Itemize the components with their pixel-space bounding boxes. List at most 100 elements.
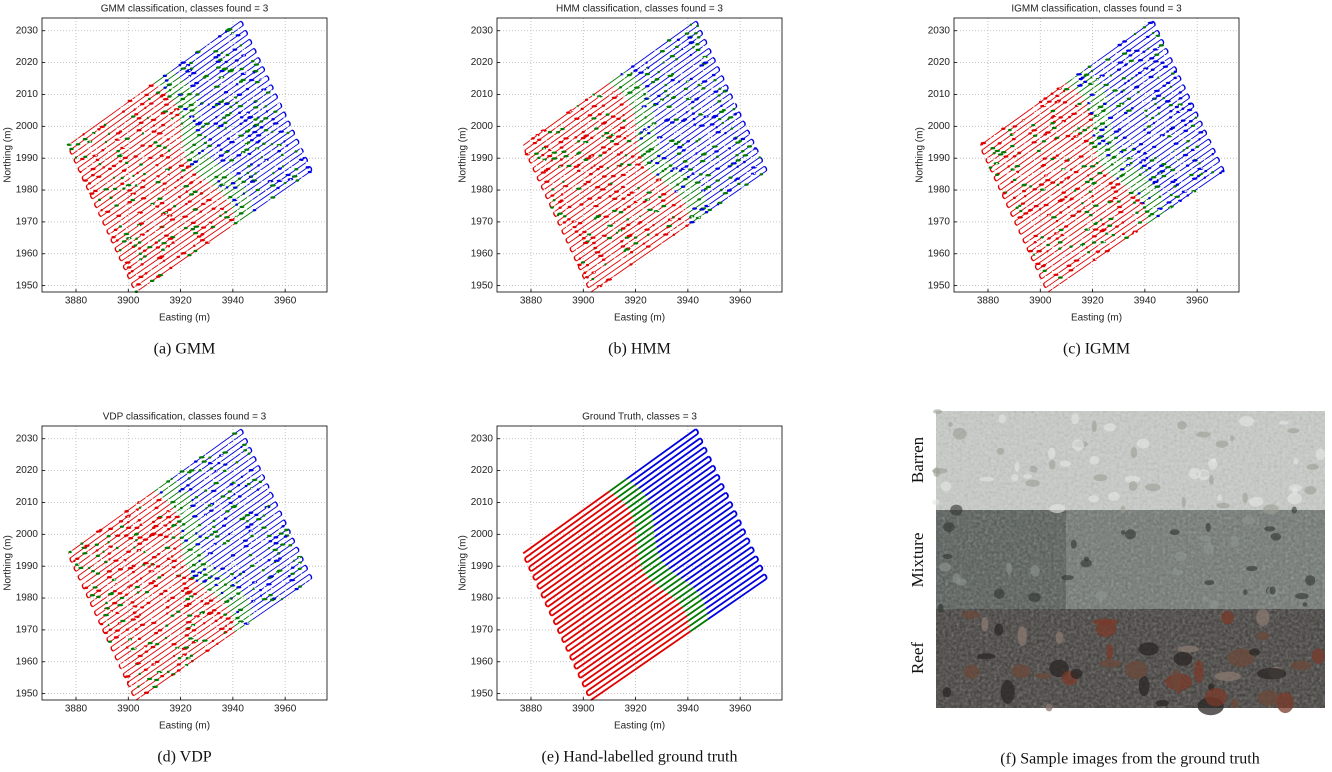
track-gap [1080, 198, 1082, 199]
class-speckle [1123, 137, 1127, 139]
track-gap [302, 153, 304, 154]
class-speckle [120, 620, 126, 622]
texture-blob [997, 448, 1004, 455]
class-speckle [181, 252, 187, 254]
texture-blob [932, 468, 947, 474]
class-speckle [562, 181, 564, 183]
class-speckle [1130, 197, 1135, 199]
class-speckle [167, 138, 170, 140]
track-gap [138, 225, 140, 226]
track-gap [271, 90, 273, 91]
track-gap [246, 210, 248, 211]
class-speckle [184, 539, 188, 541]
track-gap [1167, 191, 1169, 192]
class-speckle [665, 119, 670, 121]
track-gap [243, 110, 245, 111]
track-segment [609, 479, 626, 491]
track-turn [1003, 194, 1005, 198]
class-speckle [212, 106, 216, 108]
class-speckle [645, 73, 650, 75]
track-gap [1117, 89, 1119, 90]
track-gap [1094, 111, 1096, 112]
track-gap [625, 173, 627, 174]
x-tick-label: 3940 [222, 704, 245, 715]
track-gap [190, 597, 192, 598]
track-gap [1091, 203, 1093, 204]
track-gap [255, 558, 257, 559]
caption: (b) HMM [608, 341, 671, 358]
track-turn [128, 274, 130, 278]
track-gap [230, 155, 232, 156]
track-segment [625, 492, 642, 504]
track-gap [1093, 123, 1095, 124]
class-speckle [159, 593, 163, 595]
class-speckle [237, 484, 240, 486]
track-segment [630, 500, 647, 512]
class-speckle [228, 490, 232, 492]
track-gap [1005, 162, 1007, 163]
class-speckle [292, 175, 298, 177]
class-speckle [190, 505, 196, 507]
class-speckle [153, 585, 158, 587]
track-gap [242, 597, 244, 598]
class-speckle [190, 163, 194, 165]
track-gap [1151, 137, 1153, 138]
class-speckle [584, 159, 589, 161]
track-gap [160, 115, 162, 116]
track-gap [157, 129, 159, 130]
x-tick-label: 3960 [729, 704, 752, 715]
track-gap [719, 161, 721, 162]
class-speckle [104, 561, 107, 563]
class-speckle [560, 158, 563, 160]
track-gap [177, 558, 179, 559]
y-tick-label: 2010 [928, 89, 951, 100]
class-speckle [107, 541, 109, 543]
track-segment [107, 577, 193, 637]
class-speckle [601, 122, 606, 124]
class-speckle [113, 177, 115, 179]
track-gap [1053, 170, 1055, 171]
class-speckle [584, 242, 586, 244]
class-speckle [170, 501, 175, 503]
track-turn [305, 157, 307, 162]
class-speckle [634, 236, 637, 238]
track-gap [1158, 179, 1160, 180]
track-gap [709, 138, 711, 139]
track-gap [574, 221, 576, 222]
track-gap [1048, 215, 1050, 216]
class-speckle [234, 577, 236, 579]
class-speckle [191, 577, 195, 579]
track-gap [155, 231, 157, 232]
track-gap [1104, 157, 1106, 158]
track-gap [250, 476, 252, 477]
class-speckle [249, 512, 254, 514]
y-axis-label: Northing (m) [3, 535, 14, 591]
class-speckle [217, 54, 221, 56]
track-gap [611, 213, 613, 214]
track-gap [239, 503, 241, 504]
class-speckle [623, 114, 625, 116]
track-gap [543, 148, 545, 149]
class-speckle [660, 50, 665, 52]
class-speckle [210, 575, 212, 577]
class-speckle [616, 118, 621, 120]
track-gap [249, 615, 251, 616]
class-speckle [1122, 221, 1125, 223]
class-speckle [1140, 166, 1143, 168]
class-speckle [563, 137, 569, 139]
track-gap [1107, 72, 1109, 73]
track-gap [544, 189, 546, 190]
track-gap [262, 559, 264, 560]
track-gap [1046, 240, 1048, 241]
class-speckle [199, 560, 201, 562]
track-gap [1195, 130, 1197, 131]
track-gap [151, 618, 153, 619]
class-speckle [1108, 249, 1110, 251]
track-gap [267, 86, 269, 87]
track-gap [634, 131, 636, 132]
track-gap [1064, 156, 1066, 157]
track-gap [1059, 160, 1061, 161]
track-gap [1121, 235, 1123, 236]
class-speckle [1029, 250, 1034, 252]
track-segment [687, 196, 705, 208]
